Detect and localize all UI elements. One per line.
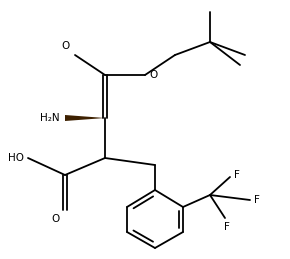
- Text: H₂N: H₂N: [40, 113, 60, 123]
- Text: O: O: [52, 214, 60, 224]
- Polygon shape: [65, 115, 105, 121]
- Text: F: F: [234, 170, 240, 180]
- Text: F: F: [224, 222, 230, 232]
- Text: O: O: [149, 70, 157, 80]
- Text: HO: HO: [8, 153, 24, 163]
- Text: F: F: [254, 195, 260, 205]
- Text: O: O: [62, 41, 70, 51]
